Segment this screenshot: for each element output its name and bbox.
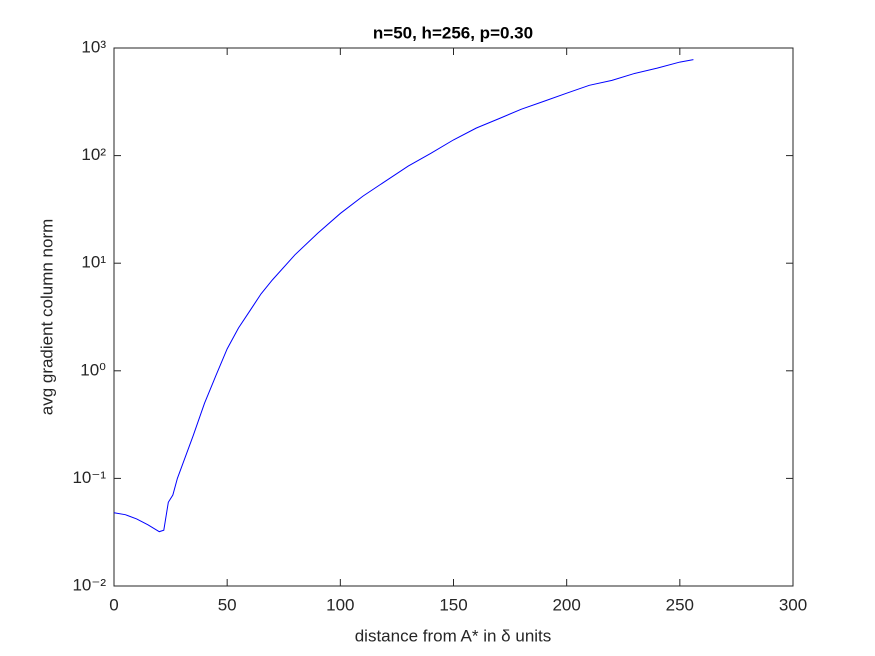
y-tick-label: 10³ — [81, 37, 106, 56]
y-tick-label: 10⁰ — [80, 360, 106, 379]
y-tick-label: 10¹ — [81, 253, 106, 272]
axes-box — [113, 47, 794, 587]
x-tick-label: 200 — [552, 595, 580, 614]
y-tick-label: 10⁻² — [72, 575, 106, 594]
x-axis-label: distance from A* in δ units — [355, 626, 552, 645]
x-tick-label: 250 — [666, 595, 694, 614]
x-tick-label: 0 — [109, 595, 118, 614]
x-tick-label: 300 — [779, 595, 807, 614]
y-tick-label: 10² — [81, 145, 106, 164]
x-tick-label: 50 — [218, 595, 237, 614]
chart-title: n=50, h=256, p=0.30 — [373, 23, 533, 42]
y-axis-label: avg gradient column norm — [37, 219, 56, 416]
data-line — [113, 59, 694, 533]
y-tick-label: 10⁻¹ — [72, 468, 106, 487]
x-tick-label: 150 — [439, 595, 467, 614]
x-tick-label: 100 — [326, 595, 354, 614]
